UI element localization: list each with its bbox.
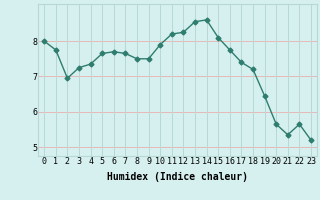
X-axis label: Humidex (Indice chaleur): Humidex (Indice chaleur) <box>107 172 248 182</box>
